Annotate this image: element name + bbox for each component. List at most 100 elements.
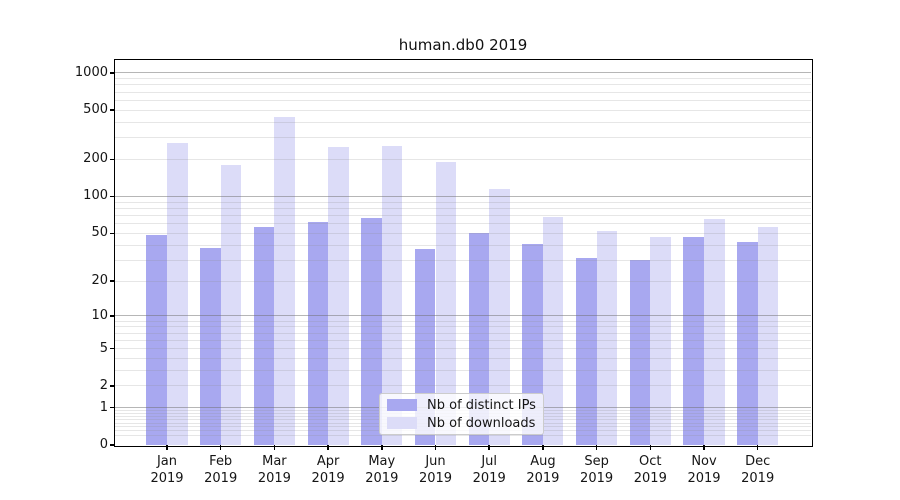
minor-gridline bbox=[115, 357, 811, 359]
x-tick-year: 2019 bbox=[633, 471, 667, 486]
bar-downloads bbox=[435, 162, 457, 445]
x-tick-year: 2019 bbox=[418, 471, 453, 486]
y-tick-label: 200 bbox=[83, 151, 108, 167]
x-tickmark bbox=[166, 445, 168, 450]
minor-gridline bbox=[115, 158, 811, 160]
minor-gridline bbox=[115, 385, 811, 387]
x-tick-month: Aug bbox=[530, 454, 556, 469]
bar-distinct-ips bbox=[146, 235, 167, 445]
minor-gridline bbox=[115, 232, 811, 234]
x-tick-month: Jul bbox=[481, 454, 498, 469]
legend-item-label: Nb of distinct IPs bbox=[427, 397, 536, 413]
x-tick-label: Sep 2019 bbox=[569, 453, 625, 487]
x-tick-label: Jul 2019 bbox=[461, 453, 517, 487]
legend: Nb of distinct IPs Nb of downloads bbox=[379, 393, 544, 435]
bar-distinct-ips bbox=[253, 227, 275, 445]
x-tick-label: Oct 2019 bbox=[622, 453, 678, 487]
major-gridline bbox=[115, 195, 811, 197]
x-tick-label: May 2019 bbox=[354, 453, 410, 487]
minor-gridline bbox=[115, 121, 811, 123]
x-tick-year: 2019 bbox=[150, 471, 184, 486]
x-tickmark bbox=[595, 445, 598, 450]
x-tickmark bbox=[273, 445, 276, 450]
x-tick-year: 2019 bbox=[311, 471, 345, 486]
bar-downloads bbox=[381, 146, 403, 445]
plot-area bbox=[113, 58, 813, 447]
minor-gridline bbox=[115, 223, 811, 225]
minor-gridline bbox=[115, 214, 811, 216]
x-tickmark bbox=[703, 445, 705, 450]
x-tickmark bbox=[381, 445, 383, 450]
minor-gridline bbox=[115, 259, 811, 261]
x-tick-label: Mar 2019 bbox=[246, 453, 302, 487]
y-tickmark bbox=[110, 158, 115, 161]
bar-downloads bbox=[542, 217, 564, 445]
minor-gridline bbox=[115, 369, 811, 371]
bar-downloads bbox=[704, 219, 725, 445]
y-tick-label: 0 bbox=[99, 437, 108, 452]
y-tick-label: 20 bbox=[91, 273, 108, 289]
bar-distinct-ips bbox=[629, 260, 651, 445]
bar-downloads bbox=[328, 147, 349, 445]
y-tickmark bbox=[110, 406, 115, 409]
bar-distinct-ips bbox=[361, 217, 382, 445]
minor-gridline bbox=[115, 91, 811, 93]
x-tick-label: Nov 2019 bbox=[676, 453, 732, 487]
major-gridline bbox=[115, 315, 811, 317]
x-tickmark bbox=[542, 445, 544, 450]
legend-swatch-downloads bbox=[387, 417, 417, 429]
x-tick-month: Mar bbox=[262, 454, 287, 469]
x-tick-month: Jun bbox=[425, 454, 446, 469]
y-tickmark bbox=[110, 195, 115, 198]
x-tick-month: Jan bbox=[156, 454, 178, 469]
bar-downloads bbox=[220, 165, 242, 445]
legend-swatch-distinct-ips bbox=[387, 399, 417, 411]
x-tick-year: 2019 bbox=[526, 471, 560, 486]
x-tick-month: May bbox=[368, 454, 396, 469]
y-tick-label: 2 bbox=[99, 377, 108, 393]
minor-gridline bbox=[115, 78, 811, 80]
minor-gridline bbox=[115, 207, 811, 209]
x-tickmark bbox=[488, 445, 490, 450]
x-tick-year: 2019 bbox=[741, 471, 775, 486]
bar-distinct-ips bbox=[200, 247, 221, 445]
minor-gridline bbox=[115, 99, 811, 101]
y-tick-label: 50 bbox=[91, 225, 108, 241]
x-tick-year: 2019 bbox=[687, 471, 721, 486]
y-tick-label: 500 bbox=[83, 102, 108, 118]
bar-downloads bbox=[650, 236, 671, 445]
x-tick-year: 2019 bbox=[580, 471, 614, 486]
minor-gridline bbox=[115, 339, 811, 341]
x-tick-month: Dec bbox=[745, 454, 771, 469]
bar-distinct-ips bbox=[307, 221, 329, 445]
bar-distinct-ips bbox=[576, 258, 597, 445]
bar-downloads bbox=[757, 227, 779, 445]
minor-gridline bbox=[115, 244, 811, 246]
minor-gridline bbox=[115, 109, 811, 111]
x-tick-year: 2019 bbox=[204, 471, 238, 486]
minor-gridline bbox=[115, 84, 811, 86]
y-tickmark bbox=[110, 315, 115, 317]
x-tick-month: Apr bbox=[316, 454, 340, 469]
bar-downloads bbox=[274, 117, 295, 445]
x-tick-label: Aug 2019 bbox=[515, 453, 571, 487]
y-tick-label: 10 bbox=[91, 307, 108, 323]
x-tickmark bbox=[649, 445, 652, 450]
y-tickmark bbox=[110, 385, 115, 387]
x-tick-label: Apr 2019 bbox=[300, 453, 356, 487]
x-tickmark bbox=[327, 445, 329, 450]
minor-gridline bbox=[115, 434, 811, 436]
x-tick-year: 2019 bbox=[257, 471, 291, 486]
y-tickmark bbox=[110, 232, 115, 234]
bar-distinct-ips bbox=[737, 242, 758, 445]
y-tickmark bbox=[110, 444, 115, 446]
minor-gridline bbox=[115, 326, 811, 328]
x-tickmark bbox=[756, 445, 759, 450]
legend-item: Nb of downloads bbox=[387, 415, 537, 431]
y-tick-label: 1000 bbox=[74, 64, 108, 80]
y-tick-label: 1 bbox=[99, 399, 108, 415]
minor-gridline bbox=[115, 201, 811, 203]
x-tick-label: Jan 2019 bbox=[139, 453, 195, 487]
legend-item-label: Nb of downloads bbox=[427, 415, 536, 431]
